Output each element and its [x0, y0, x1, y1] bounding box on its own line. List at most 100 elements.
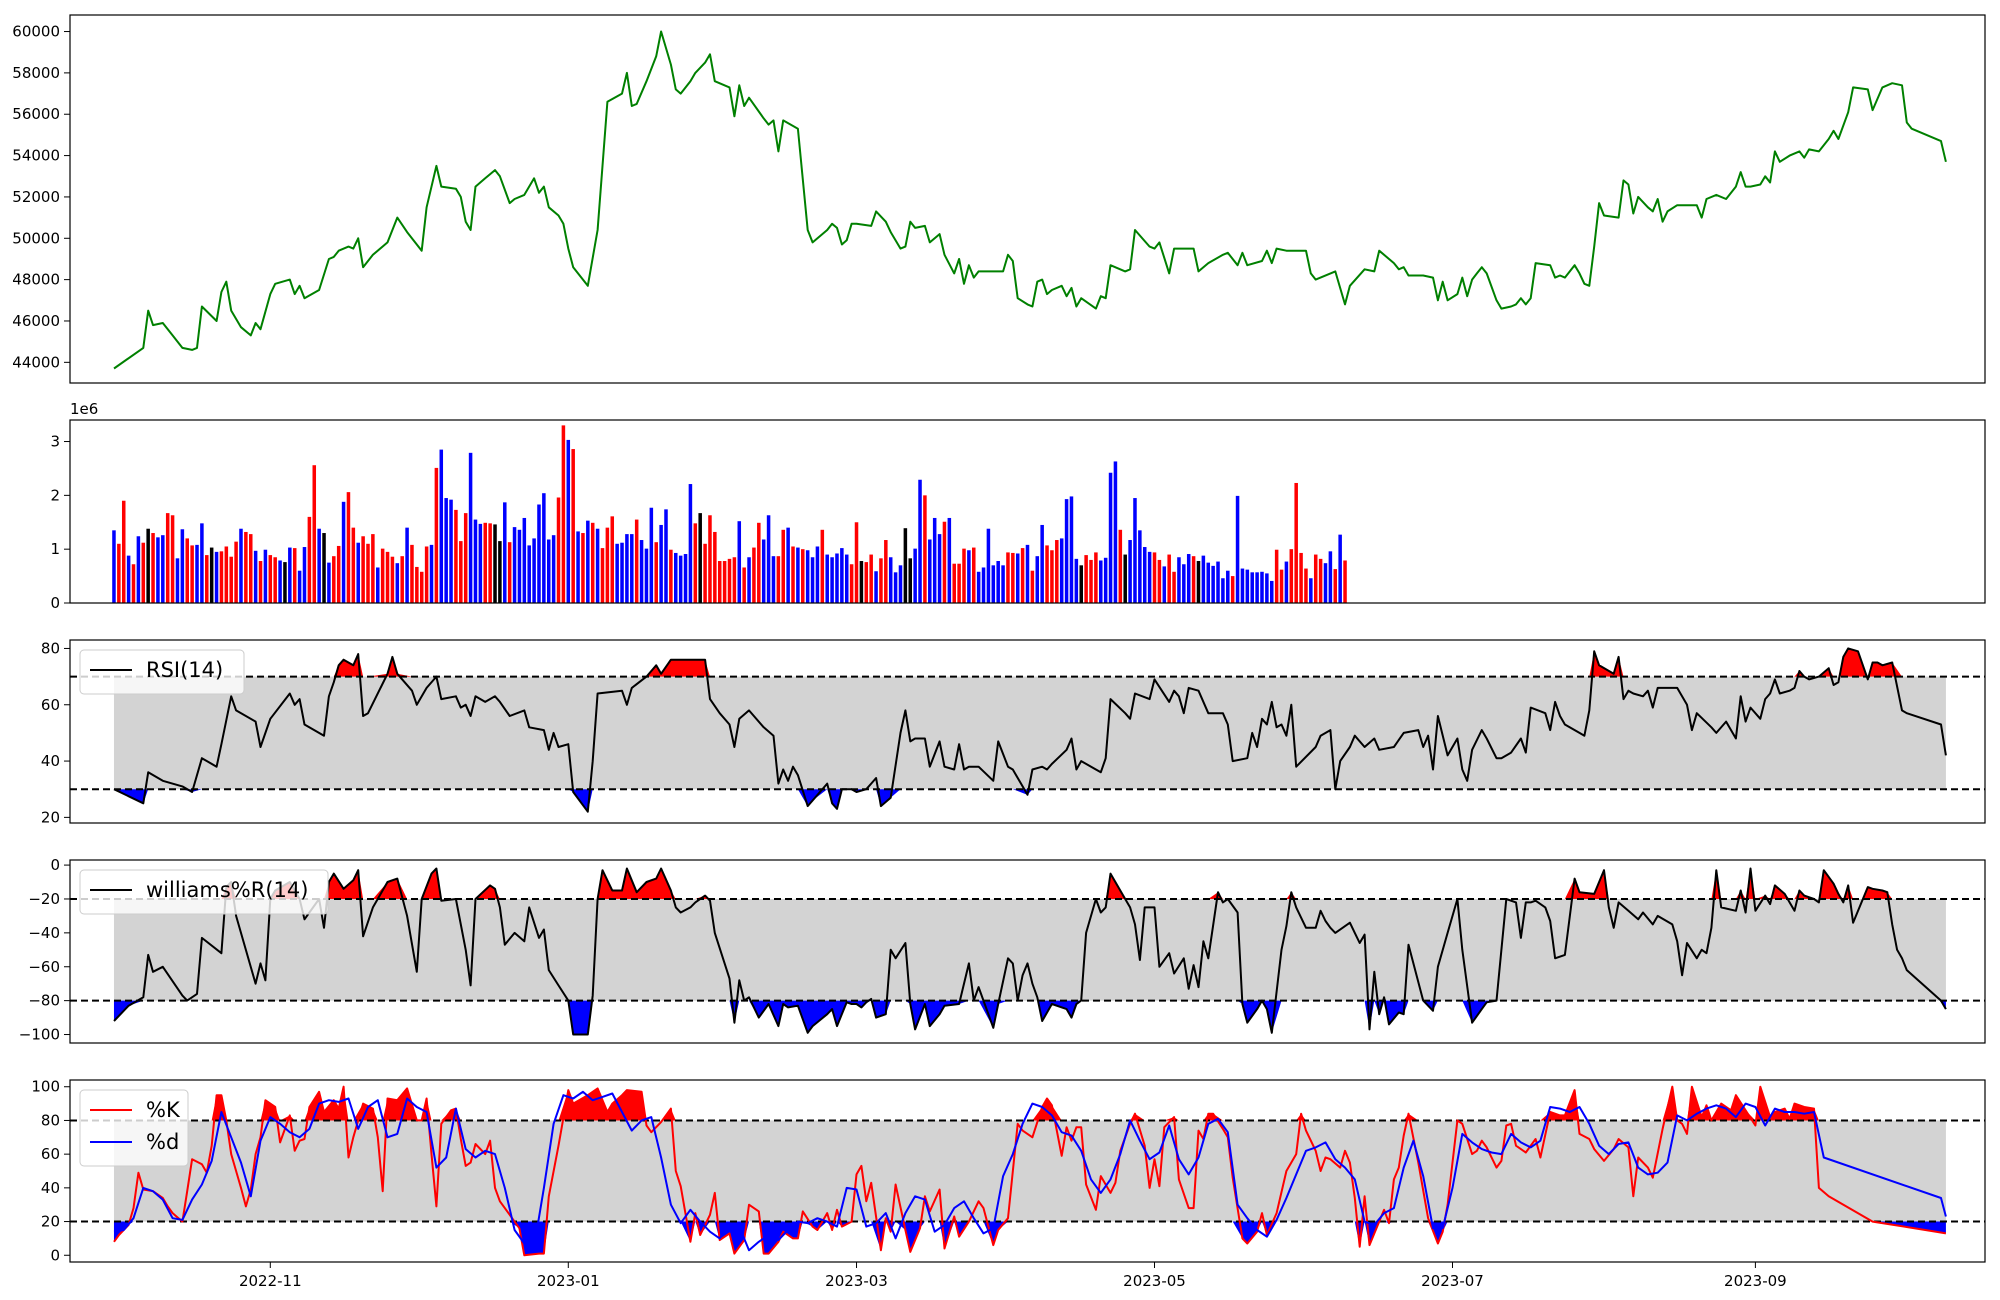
volume-bar [825, 554, 829, 603]
volume-bar [674, 552, 678, 603]
volume-bar [869, 554, 873, 603]
volume-bar [893, 572, 898, 603]
volume-bar [1011, 552, 1015, 603]
volume-bar [175, 558, 180, 603]
volume-bar [268, 555, 273, 603]
volume-bar [1015, 553, 1020, 603]
overbought-fill [113, 1086, 1946, 1121]
volume-bar [121, 500, 126, 603]
y-tick-label: 60 [41, 696, 60, 714]
volume-bar [1118, 529, 1123, 603]
volume-bar [693, 523, 698, 603]
y-tick-label: 0 [50, 1246, 60, 1264]
volume-bar [1289, 549, 1294, 603]
volume-bar [952, 563, 956, 603]
volume-bar [1191, 556, 1196, 603]
volume-bar [292, 548, 297, 603]
volume-bar [908, 558, 913, 603]
volume-bar [1279, 569, 1284, 603]
volume-bar [888, 557, 893, 603]
volume-bar [498, 541, 502, 603]
volume-bar [371, 534, 375, 603]
threshold-band [113, 676, 1946, 790]
volume-bar [849, 564, 854, 603]
volume-bar [761, 539, 766, 603]
volume-bar [239, 528, 243, 603]
volume-bar [747, 557, 751, 603]
volume-bar [224, 546, 229, 603]
volume-bar [615, 543, 619, 603]
volume-bar [810, 557, 815, 603]
k-line [113, 1085, 1947, 1257]
panel-volume: 0 1 2 3 1e6 [50, 400, 1986, 612]
volume-bar [1318, 558, 1323, 603]
volume-bar [884, 540, 888, 603]
volume-bar [1309, 578, 1313, 603]
volume-bar [932, 517, 937, 603]
volume-bar [1055, 540, 1059, 603]
volume-bar [449, 499, 453, 603]
volume-bar [468, 452, 473, 603]
y-tick-label: 80 [41, 1111, 60, 1129]
volume-bar [923, 495, 927, 603]
volume-bar [131, 564, 136, 603]
volume-bar [1270, 580, 1274, 603]
volume-bar [532, 538, 536, 603]
volume-bar [947, 517, 952, 603]
volume-bar [141, 542, 146, 603]
volume-bar [209, 547, 214, 603]
volume-bar [288, 547, 292, 603]
volume-bar [390, 556, 395, 603]
volume-bar [742, 567, 746, 603]
x-tick-label: 2023-05 [1123, 1272, 1186, 1290]
y-tick-label: 56000 [12, 105, 60, 123]
volume-bar [327, 562, 331, 603]
volume-bar [717, 561, 722, 603]
volume-bar [664, 509, 668, 603]
volume-bar [385, 551, 390, 603]
y-tick-label: 20 [41, 808, 60, 826]
volume-bar [605, 527, 610, 603]
volume-bar [805, 550, 810, 603]
volume-bar [976, 571, 981, 603]
volume-bar [840, 548, 844, 603]
volume-bar [219, 551, 224, 603]
volume-bar [244, 531, 248, 603]
volume-bar [263, 549, 268, 603]
volume-bar [351, 527, 356, 603]
volume-bar [278, 560, 282, 603]
volume-bar [405, 527, 409, 603]
volume-bar [844, 554, 849, 603]
volume-bar [942, 521, 947, 603]
volume-bar [332, 556, 336, 603]
volume-bar [713, 531, 717, 603]
volume-bar [1235, 495, 1240, 603]
volume-bar [1172, 571, 1176, 603]
volume-bar [1123, 554, 1127, 603]
volume-bar [913, 548, 917, 603]
volume-bar [625, 534, 629, 603]
y-tick-label: 60000 [12, 23, 60, 41]
volume-bar [918, 479, 922, 603]
volume-bar [820, 529, 825, 603]
volume-bar [683, 554, 688, 603]
volume-bar [1328, 551, 1333, 603]
volume-bar [185, 538, 190, 603]
volume-bar [346, 492, 351, 603]
volume-bar [1313, 554, 1318, 603]
volume-bar [317, 528, 321, 603]
volume-bar [771, 556, 776, 603]
volume-bar [967, 550, 971, 603]
volume-bar [786, 527, 790, 603]
volume-bar [1025, 544, 1030, 603]
volume-bar [248, 534, 253, 603]
volume-bar [571, 449, 575, 603]
volume-bar [1089, 559, 1093, 603]
volume-bar [1294, 482, 1298, 603]
y-tick-label: 40 [41, 752, 60, 770]
volume-bar [1050, 550, 1054, 603]
volume-bar [1147, 551, 1152, 603]
oversold-fill [113, 1000, 1946, 1035]
volume-bar [1323, 563, 1328, 603]
